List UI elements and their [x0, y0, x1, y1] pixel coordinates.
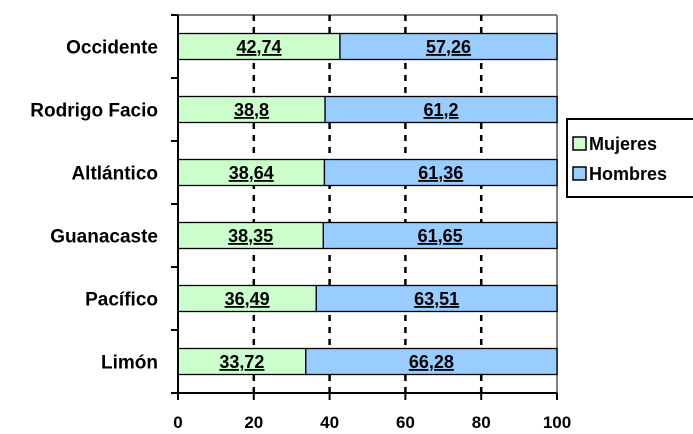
legend-label-mujeres: Mujeres — [589, 134, 657, 154]
x-tick-label-20: 20 — [244, 413, 263, 432]
x-tick-label-100: 100 — [543, 413, 571, 432]
legend-box — [566, 118, 693, 198]
bar-hombres-0 — [339, 32, 558, 61]
bar-hombres-2 — [323, 158, 558, 187]
x-tick-label-80: 80 — [472, 413, 491, 432]
data-label-hombres-5: 66,28 — [409, 352, 454, 372]
bars: 42,74 57,26 38,8 61,2 38,64 61,36 38,35 61,65 36… — [177, 32, 558, 376]
data-label-mujeres-3: 38,35 — [228, 226, 273, 246]
bar-mujeres-0 — [177, 32, 341, 61]
legend-label-hombres: Hombres — [589, 164, 667, 184]
category-label-1: Rodrigo Facio — [30, 101, 158, 122]
data-label-mujeres-0: 42,74 — [236, 37, 281, 57]
category-label-4: Pacífico — [85, 290, 158, 311]
data-label-mujeres-1: 38,8 — [234, 100, 269, 120]
data-label-mujeres-4: 36,49 — [225, 289, 270, 309]
data-label-hombres-4: 63,51 — [414, 289, 459, 309]
category-label-2: Altlántico — [71, 164, 158, 185]
data-label-hombres-0: 57,26 — [426, 37, 471, 57]
data-label-mujeres-5: 33,72 — [219, 352, 264, 372]
legend: Mujeres Hombres — [566, 118, 693, 198]
x-tick-label-60: 60 — [396, 413, 415, 432]
bar-mujeres-2 — [177, 158, 326, 187]
x-tick-label-40: 40 — [320, 413, 339, 432]
category-label-3: Guanacaste — [50, 227, 158, 248]
data-label-hombres-2: 61,36 — [418, 163, 463, 183]
data-label-mujeres-2: 38,64 — [229, 163, 274, 183]
bar-hombres-3 — [322, 221, 558, 250]
plot-area — [178, 14, 558, 393]
bar-hombres-1 — [324, 95, 558, 124]
legend-swatch-mujeres — [572, 136, 587, 151]
category-label-0: Occidente — [66, 38, 158, 59]
axes: Occidente Rodrigo Facio Altlántico Guanacas… — [30, 14, 571, 432]
bar-hombres-5 — [305, 347, 558, 376]
data-label-hombres-1: 61,2 — [424, 100, 459, 120]
x-tick-label-0: 0 — [173, 413, 182, 432]
bar-hombres-4 — [315, 284, 558, 313]
category-label-5: Limón — [101, 353, 158, 374]
legend-swatch-hombres — [572, 166, 587, 181]
bar-mujeres-3 — [177, 221, 324, 250]
bar-mujeres-5 — [177, 347, 307, 376]
data-label-hombres-3: 61,65 — [418, 226, 463, 246]
